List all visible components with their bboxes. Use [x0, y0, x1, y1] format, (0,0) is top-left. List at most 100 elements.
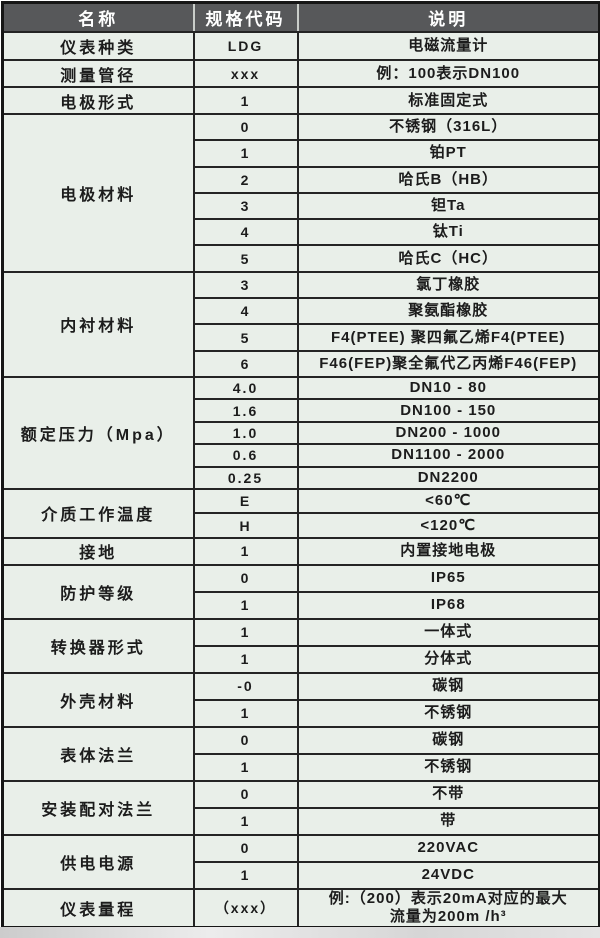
- group-name-cell: 安装配对法兰: [1, 779, 195, 836]
- desc-cell: 哈氏C（HC）: [296, 244, 600, 273]
- code-cell: LDG: [192, 31, 299, 61]
- spec-row: 4 聚氨酯橡胶: [3, 297, 600, 326]
- code-cell: 1: [192, 698, 299, 728]
- desc-cell: 电磁流量计: [296, 31, 600, 61]
- code-cell: 1: [192, 536, 299, 566]
- code-cell: 0: [192, 725, 299, 755]
- code-cell: H: [192, 512, 299, 539]
- desc-cell: 24VDC: [296, 860, 600, 890]
- group-name-cell: 仪表量程: [1, 887, 195, 929]
- spec-row: 1 24VDC: [3, 860, 600, 890]
- desc-cell: IP68: [296, 590, 600, 620]
- code-cell: 1: [192, 86, 299, 115]
- desc-cell: 例:（200）表示20mA对应的最大 流量为200m /h³: [296, 887, 600, 929]
- column-header-name: 名称: [2, 2, 194, 33]
- desc-cell: DN1100 - 2000: [296, 443, 600, 468]
- code-cell: （xxx）: [192, 887, 299, 929]
- group-name-cell: 电极形式: [1, 86, 195, 115]
- spec-row: 1 IP68: [3, 590, 600, 620]
- spec-row: 5 F4(PTEE) 聚四氟乙烯F4(PTEE): [3, 323, 600, 352]
- desc-cell: 一体式: [296, 617, 600, 647]
- group-name-cell: 测量管径: [1, 59, 195, 88]
- desc-cell: F46(FEP)聚全氟代乙丙烯F46(FEP): [296, 349, 600, 378]
- group-name-cell: 表体法兰: [1, 725, 195, 782]
- spec-row: 6 F46(FEP)聚全氟代乙丙烯F46(FEP): [3, 349, 600, 378]
- desc-cell: <60℃: [296, 487, 600, 515]
- code-cell: 1: [192, 590, 299, 620]
- spec-row: 外壳材料 -0 碳钢: [1, 671, 600, 728]
- code-cell: 0.25: [192, 465, 299, 490]
- desc-cell: 钛Ti: [296, 218, 600, 247]
- desc-cell: 例：100表示DN100: [296, 59, 600, 88]
- code-cell: 1: [192, 644, 299, 674]
- code-cell: 0: [192, 563, 299, 593]
- spec-row: 额定压力（Mpa） 4.0 DN10 - 80: [1, 375, 600, 490]
- group-name-cell: 供电电源: [1, 833, 195, 890]
- code-cell: 3: [192, 270, 299, 300]
- code-cell: 1: [192, 139, 299, 168]
- spec-row: 电极材料 0 不锈钢（316L）: [1, 112, 600, 273]
- spec-row: 仪表种类 LDG 电磁流量计: [1, 31, 600, 61]
- code-cell: 1: [192, 806, 299, 836]
- group-name-cell: 仪表种类: [1, 31, 195, 61]
- code-cell: 1: [192, 752, 299, 782]
- desc-cell: 内置接地电极: [296, 536, 600, 566]
- spec-row: 介质工作温度 E <60℃: [1, 487, 600, 539]
- spec-row: 接地 1 内置接地电极: [1, 536, 600, 566]
- page-bottom-edge: [0, 927, 600, 938]
- desc-cell: 不锈钢（316L）: [296, 112, 600, 142]
- group-name-cell: 防护等级: [1, 563, 195, 620]
- table-header-row: 名称 规格代码 说明: [2, 2, 600, 33]
- column-header-code: 规格代码: [192, 2, 298, 33]
- desc-line-1: 例:（200）表示20mA对应的最大: [328, 889, 568, 907]
- code-cell: 5: [192, 323, 299, 352]
- desc-cell: 聚氨酯橡胶: [296, 297, 600, 326]
- desc-cell: DN200 - 1000: [296, 420, 600, 446]
- spec-row: 5 哈氏C（HC）: [3, 244, 600, 273]
- group-name-cell: 电极材料: [1, 113, 195, 273]
- desc-cell: 铂PT: [296, 139, 600, 168]
- spec-row: 1 分体式: [3, 644, 600, 674]
- spec-row: 0.25 DN2200: [3, 465, 600, 490]
- spec-row: 4 钛Ti: [3, 218, 600, 247]
- group-name-cell: 介质工作温度: [1, 487, 195, 539]
- spec-row: 表体法兰 0 碳钢: [1, 725, 600, 782]
- code-cell: 1: [192, 860, 299, 890]
- spec-row: 1 不锈钢: [3, 752, 600, 782]
- desc-cell: DN10 - 80: [296, 375, 600, 401]
- desc-cell: 钽Ta: [296, 191, 600, 221]
- desc-cell: 带: [296, 806, 600, 836]
- code-cell: 0: [192, 112, 299, 142]
- code-cell: 0.6: [192, 443, 299, 468]
- group-name-cell: 额定压力（Mpa）: [1, 375, 195, 490]
- desc-cell: <120℃: [296, 512, 600, 539]
- code-cell: 6: [192, 349, 299, 378]
- code-cell: E: [192, 487, 299, 515]
- spec-row: 1.0 DN200 - 1000: [3, 420, 600, 446]
- desc-cell: 碳钢: [296, 671, 600, 701]
- spec-row: 转换器形式 1 一体式: [1, 617, 600, 674]
- desc-cell: DN100 - 150: [296, 398, 600, 423]
- desc-cell: DN2200: [296, 465, 600, 490]
- spec-row: 3 钽Ta: [3, 191, 600, 221]
- group-name-cell: 转换器形式: [1, 617, 195, 674]
- spec-row: H <120℃: [3, 512, 600, 539]
- spec-row: 安装配对法兰 0 不带: [1, 779, 600, 836]
- code-cell: 4: [192, 297, 299, 326]
- desc-cell: 不带: [296, 779, 600, 809]
- group-name-cell: 接地: [1, 536, 195, 566]
- desc-cell: 氯丁橡胶: [296, 270, 600, 300]
- desc-cell: 不锈钢: [296, 698, 600, 728]
- code-cell: 1.0: [192, 420, 299, 446]
- code-cell: -0: [192, 671, 299, 701]
- code-cell: 1.6: [192, 398, 299, 423]
- code-cell: 4.0: [192, 375, 299, 401]
- code-cell: 5: [192, 244, 299, 273]
- desc-cell: 碳钢: [296, 725, 600, 755]
- spec-row: 1 不锈钢: [3, 698, 600, 728]
- desc-cell: 标准固定式: [296, 86, 600, 115]
- spec-row: 2 哈氏B（HB）: [3, 165, 600, 194]
